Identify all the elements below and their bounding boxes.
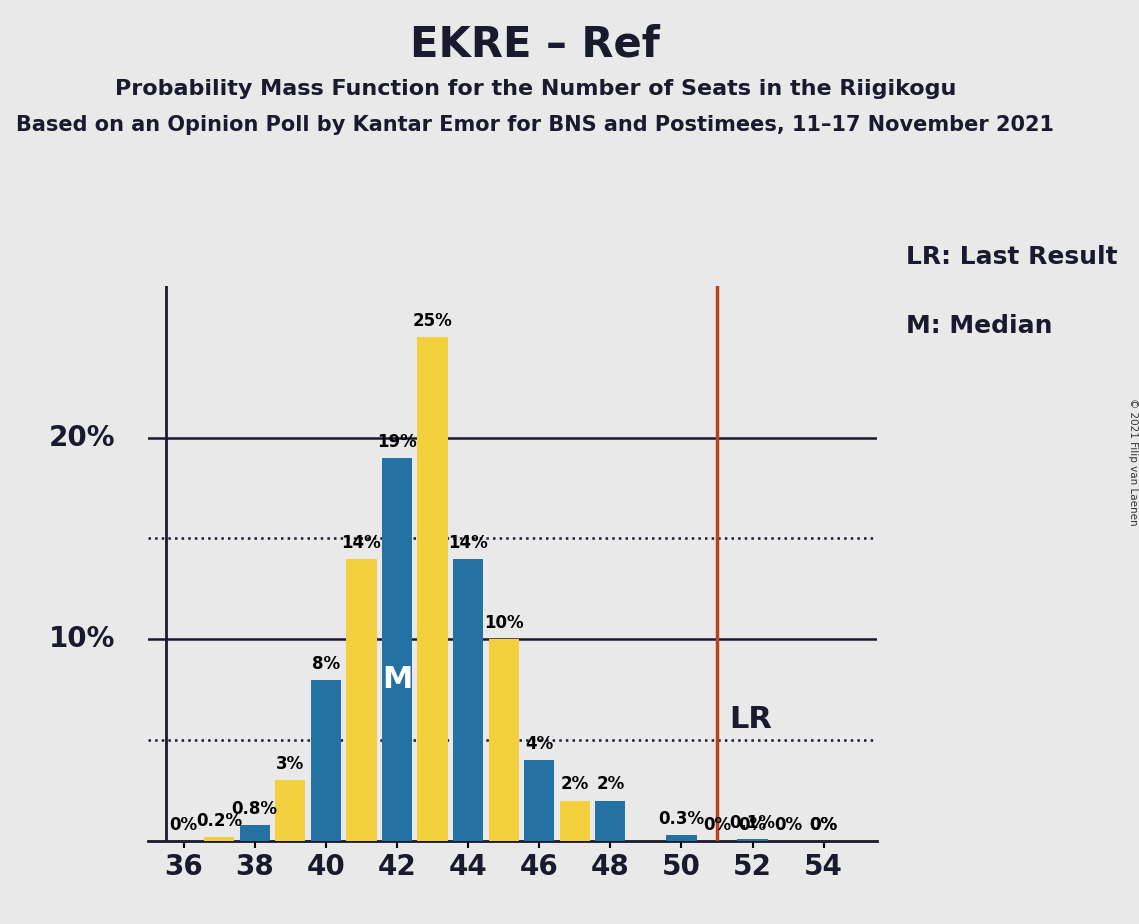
Bar <box>346 559 377 841</box>
Bar <box>489 639 518 841</box>
Bar <box>737 839 768 841</box>
Text: LR: Last Result: LR: Last Result <box>906 245 1117 269</box>
Text: LR: LR <box>729 705 772 735</box>
Text: 0.8%: 0.8% <box>231 799 278 818</box>
Text: 0%: 0% <box>170 816 198 833</box>
Text: 2%: 2% <box>596 775 624 794</box>
Text: EKRE – Ref: EKRE – Ref <box>410 23 661 65</box>
Text: 0%: 0% <box>810 816 838 833</box>
Bar <box>417 337 448 841</box>
Text: 10%: 10% <box>484 614 524 632</box>
Text: Based on an Opinion Poll by Kantar Emor for BNS and Postimees, 11–17 November 20: Based on an Opinion Poll by Kantar Emor … <box>16 115 1055 135</box>
Bar <box>204 837 235 841</box>
Text: © 2021 Filip van Laenen: © 2021 Filip van Laenen <box>1129 398 1138 526</box>
Bar <box>666 834 697 841</box>
Bar <box>453 559 483 841</box>
Text: M: M <box>382 665 412 695</box>
Text: 0%: 0% <box>738 816 767 833</box>
Text: 0%: 0% <box>775 816 802 833</box>
Bar <box>559 800 590 841</box>
Text: Probability Mass Function for the Number of Seats in the Riigikogu: Probability Mass Function for the Number… <box>115 79 956 99</box>
Text: 25%: 25% <box>412 311 452 330</box>
Text: 0.1%: 0.1% <box>730 814 776 832</box>
Bar <box>311 679 341 841</box>
Text: 4%: 4% <box>525 736 554 753</box>
Text: 10%: 10% <box>49 626 115 653</box>
Text: 8%: 8% <box>312 654 339 673</box>
Text: 19%: 19% <box>377 432 417 451</box>
Text: M: Median: M: Median <box>906 314 1052 338</box>
Text: 3%: 3% <box>276 755 304 773</box>
Text: 0.2%: 0.2% <box>196 812 243 830</box>
Text: 0%: 0% <box>810 816 838 833</box>
Text: 14%: 14% <box>342 533 382 552</box>
Text: 20%: 20% <box>49 423 115 452</box>
Bar <box>239 825 270 841</box>
Bar <box>382 457 412 841</box>
Text: 2%: 2% <box>560 775 589 794</box>
Text: 14%: 14% <box>449 533 487 552</box>
Bar <box>276 781 305 841</box>
Bar <box>596 800 625 841</box>
Text: 0.3%: 0.3% <box>658 809 705 828</box>
Text: 0%: 0% <box>703 816 731 833</box>
Bar <box>524 760 555 841</box>
